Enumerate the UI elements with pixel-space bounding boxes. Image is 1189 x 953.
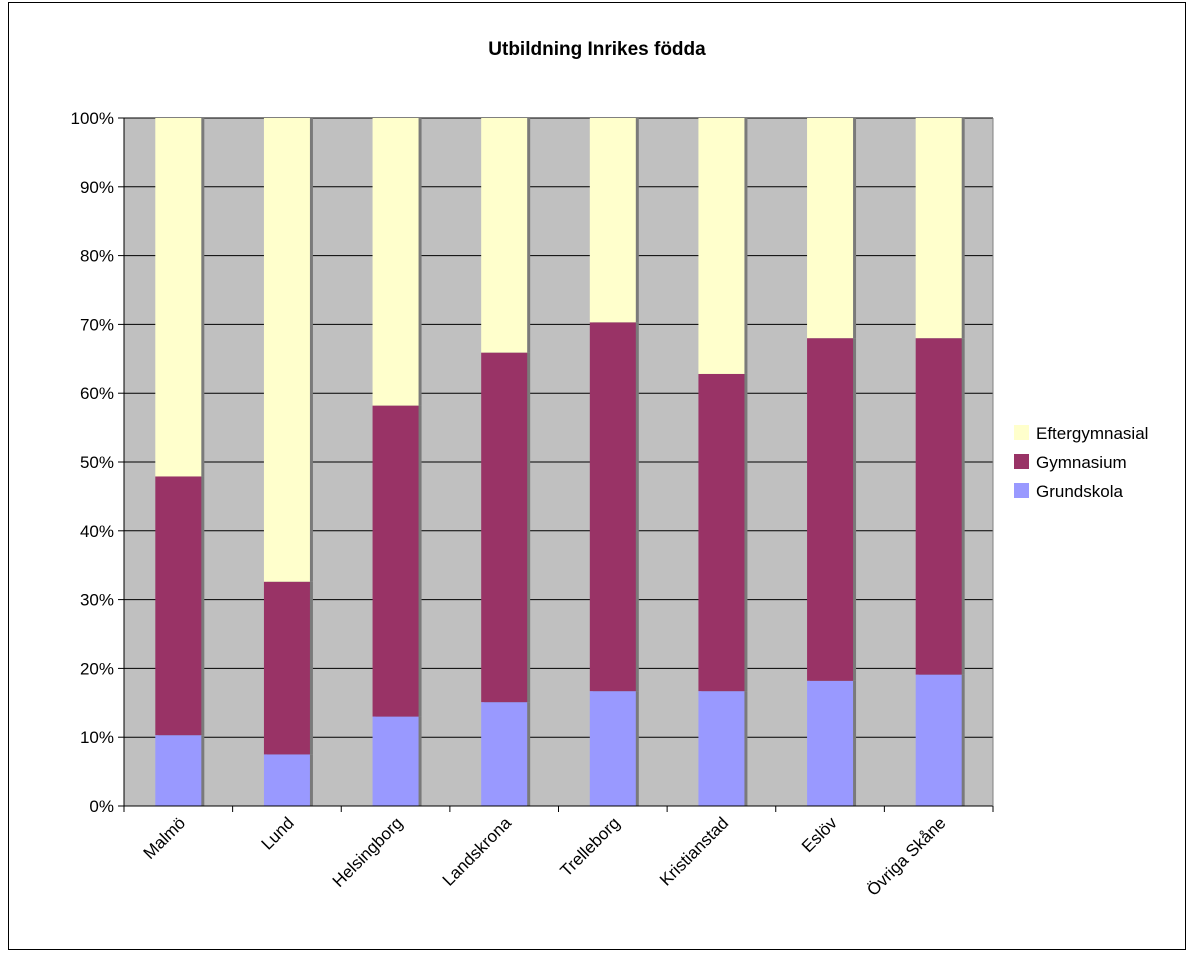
x-tick-label: Landskrona bbox=[439, 813, 516, 890]
bar-gymnasium bbox=[481, 352, 528, 703]
bar-gymnasium bbox=[589, 322, 636, 692]
bar-grundskola bbox=[372, 716, 419, 806]
bar-eftergymnasial bbox=[155, 118, 202, 477]
bar-grundskola bbox=[589, 691, 636, 806]
bar-eftergymnasial bbox=[263, 118, 310, 582]
bar-grundskola bbox=[807, 680, 854, 806]
legend: Eftergymnasial Gymnasium Grundskola bbox=[1014, 424, 1148, 501]
x-tick-label: Eslöv bbox=[798, 813, 841, 856]
bar-gymnasium bbox=[698, 373, 745, 692]
chart-title: Utbildning Inrikes födda bbox=[488, 39, 706, 60]
y-tick-label: 60% bbox=[80, 384, 114, 403]
y-tick-label: 40% bbox=[80, 522, 114, 541]
y-tick-label: 90% bbox=[80, 178, 114, 197]
y-tick-label: 20% bbox=[80, 659, 114, 678]
y-tick-label: 30% bbox=[80, 591, 114, 610]
bar-grundskola bbox=[915, 674, 962, 806]
legend-label: Gymnasium bbox=[1036, 453, 1127, 472]
legend-label: Eftergymnasial bbox=[1036, 424, 1148, 443]
y-tick-label: 100% bbox=[71, 109, 114, 128]
bar-gymnasium bbox=[807, 338, 854, 681]
x-tick-label: Helsingborg bbox=[329, 813, 407, 891]
bar-eftergymnasial bbox=[589, 118, 636, 323]
legend-swatch bbox=[1014, 483, 1029, 498]
bar-grundskola bbox=[155, 735, 202, 806]
legend-label: Grundskola bbox=[1036, 482, 1123, 501]
bar-gymnasium bbox=[915, 338, 962, 675]
x-tick-label: Trelleborg bbox=[557, 813, 624, 880]
bar-eftergymnasial bbox=[481, 118, 528, 353]
bar-eftergymnasial bbox=[372, 118, 419, 406]
bar-gymnasium bbox=[155, 476, 202, 736]
bar-eftergymnasial bbox=[807, 118, 854, 339]
y-tick-label: 10% bbox=[80, 728, 114, 747]
y-tick-label: 0% bbox=[89, 797, 114, 816]
bar-grundskola bbox=[698, 691, 745, 806]
bar-gymnasium bbox=[372, 405, 419, 717]
x-tick-label: Övriga Skåne bbox=[863, 813, 949, 899]
legend-swatch bbox=[1014, 425, 1029, 440]
bar-gymnasium bbox=[263, 581, 310, 755]
bar-grundskola bbox=[263, 754, 310, 806]
legend-swatch bbox=[1014, 454, 1029, 469]
plot-area: 0% 10% 20% 30% 40% 50% 60% 70% 80% 90% 100% Malmö Lu… bbox=[71, 109, 994, 900]
x-tick-label: Lund bbox=[258, 813, 298, 853]
bar-eftergymnasial bbox=[915, 118, 962, 339]
y-tick-label: 70% bbox=[80, 315, 114, 334]
x-tick-label: Malmö bbox=[140, 813, 190, 863]
bar-eftergymnasial bbox=[698, 118, 745, 374]
y-tick-label: 80% bbox=[80, 247, 114, 266]
y-tick-label: 50% bbox=[80, 453, 114, 472]
x-tick-label: Kristianstad bbox=[656, 813, 732, 889]
bar-grundskola bbox=[481, 702, 528, 806]
